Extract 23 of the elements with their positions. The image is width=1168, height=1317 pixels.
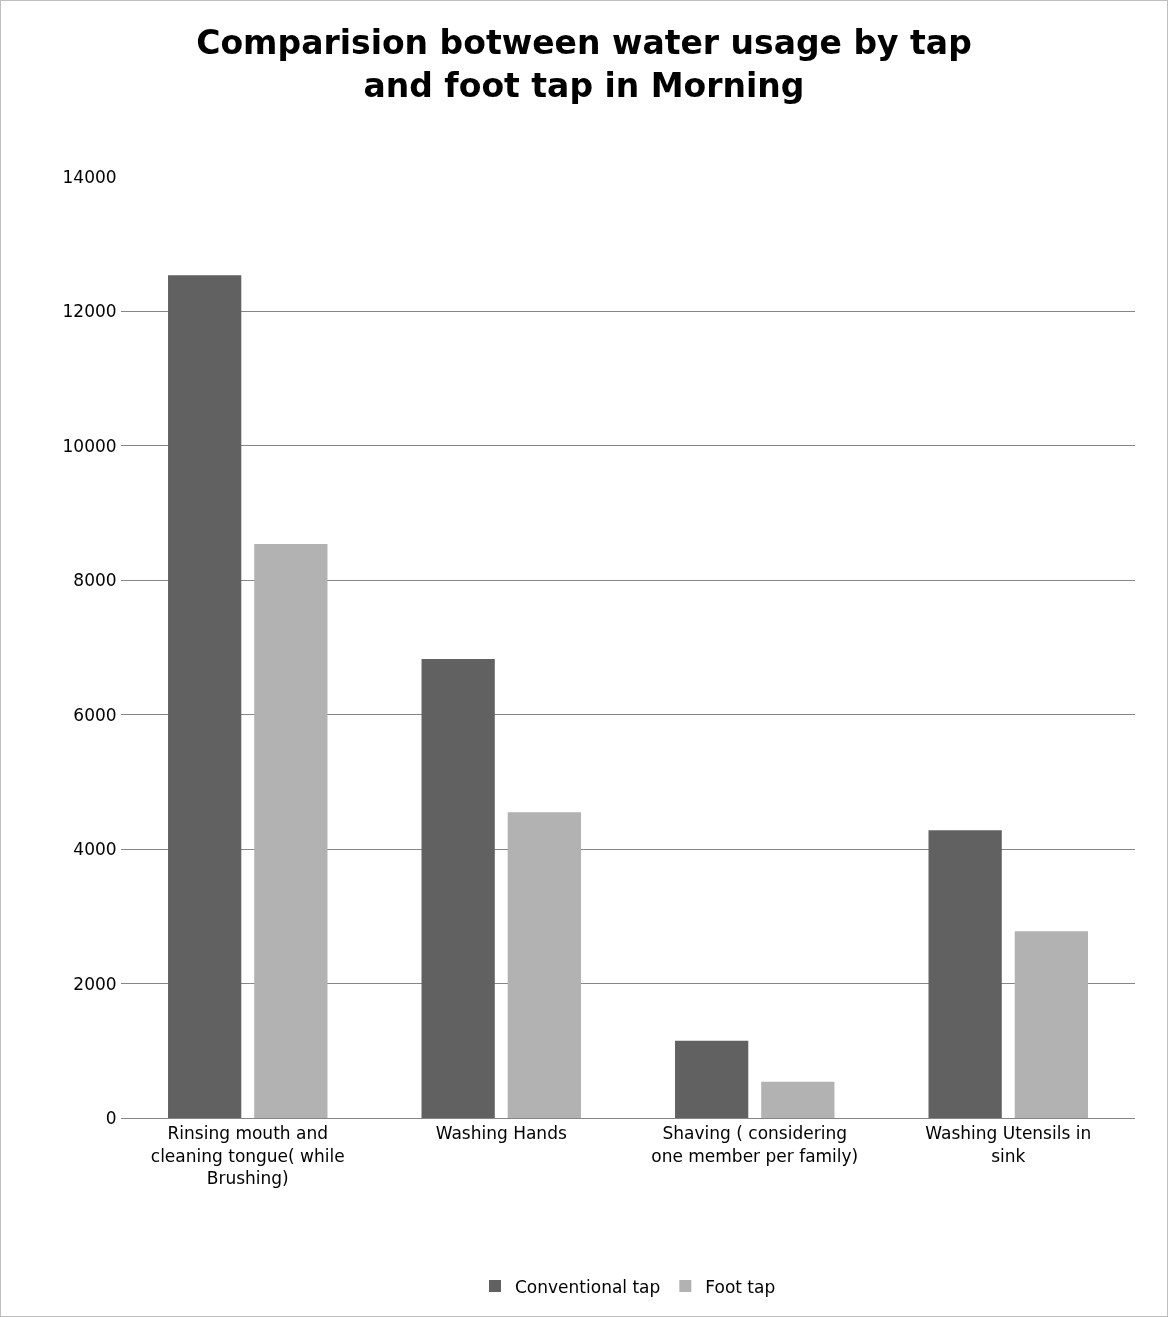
y-tick-label: 12000: [62, 301, 117, 322]
bar: [761, 1081, 835, 1118]
y-tick-label: 10000: [62, 435, 117, 456]
bar: [254, 543, 328, 1118]
bar: [675, 1040, 749, 1118]
x-tick-label: Washing Utensils in sink: [925, 1123, 1092, 1166]
bar: [507, 812, 581, 1118]
legend-label: Conventional tap: [515, 1276, 661, 1297]
y-tick-label: 2000: [73, 973, 117, 994]
y-tick-label: 0: [105, 1107, 117, 1128]
legend-label: Foot tap: [705, 1276, 776, 1297]
y-tick-label: 4000: [73, 839, 117, 860]
bar: [928, 830, 1002, 1118]
chart-title: Comparision botween water usage by tap and foot tap in Morning: [196, 22, 972, 105]
y-tick-label: 6000: [73, 704, 117, 725]
x-tick-label: Washing Hands: [435, 1123, 567, 1144]
y-tick-label: 14000: [62, 166, 117, 187]
y-tick-label: 8000: [73, 570, 117, 591]
bar: [421, 658, 495, 1118]
x-tick-label: Shaving ( considering one member per family): [651, 1123, 859, 1166]
x-tick-label: Rinsing mouth and cleaning tongue( while Brushing): [150, 1123, 345, 1188]
bar: [168, 275, 242, 1118]
bar: [1014, 931, 1088, 1118]
